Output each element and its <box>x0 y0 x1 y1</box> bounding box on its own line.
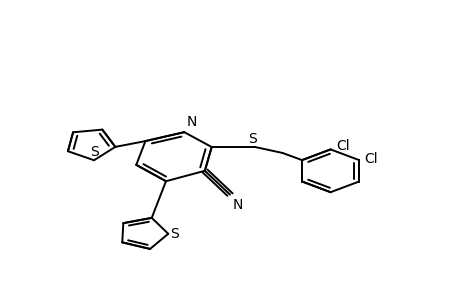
Text: Cl: Cl <box>336 140 349 153</box>
Text: N: N <box>232 198 242 212</box>
Text: S: S <box>170 227 179 241</box>
Text: N: N <box>186 115 196 129</box>
Text: S: S <box>90 145 98 159</box>
Text: S: S <box>248 132 257 146</box>
Text: Cl: Cl <box>364 152 377 166</box>
